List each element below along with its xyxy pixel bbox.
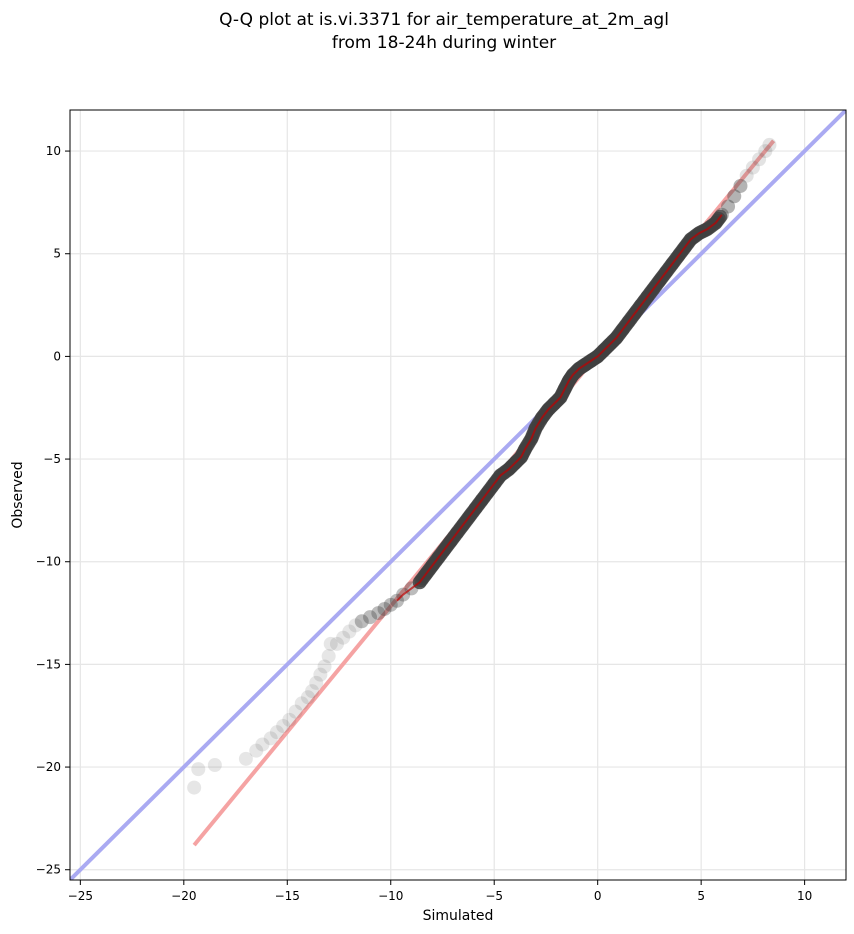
quantile-point (191, 762, 206, 777)
y-tick-label: −15 (36, 657, 61, 671)
fit-line-core (396, 214, 723, 602)
x-tick-label: 0 (594, 889, 602, 903)
identity-line (70, 110, 846, 880)
quantile-point (276, 719, 291, 733)
y-tick-label: −25 (36, 863, 61, 877)
quantile-point (263, 731, 278, 746)
x-tick-label: 10 (797, 889, 812, 903)
x-tick-label: −20 (171, 889, 196, 903)
quantile-point (321, 649, 336, 664)
y-axis-label: Observed (10, 461, 26, 528)
quantile-point (371, 606, 386, 621)
quantile-point (187, 780, 202, 795)
quantile-point (383, 597, 398, 612)
quantile-point (282, 712, 297, 727)
quantile-point (317, 659, 332, 674)
quantile-point (733, 178, 748, 193)
quantile-point (249, 743, 264, 758)
quantile-point (309, 675, 324, 690)
quantile-point (758, 144, 773, 159)
x-tick-label: −25 (68, 889, 93, 903)
quantile-point (377, 601, 392, 616)
x-axis-ticks: −25 −20 −15 −10 −5 0 5 10 (68, 880, 812, 903)
x-tick-label: −15 (275, 889, 300, 903)
quantile-point (348, 618, 363, 633)
chart-title-line-2: from 18-24h during winter (332, 33, 556, 53)
y-tick-label: 0 (53, 349, 61, 363)
quantile-point (238, 751, 253, 766)
x-tick-label: 5 (697, 889, 705, 903)
y-tick-label: −20 (36, 760, 61, 774)
quantile-point (752, 152, 767, 167)
quantile-point (762, 137, 777, 152)
y-tick-label: −10 (36, 555, 61, 569)
quantile-point (313, 667, 328, 682)
quantile-point (300, 690, 315, 705)
quantile-point (336, 630, 351, 645)
y-tick-label: 10 (46, 144, 61, 158)
quantile-point (305, 684, 320, 699)
plot-area-frame (69, 109, 847, 881)
y-tick-label: −5 (43, 452, 61, 466)
quantile-point (207, 758, 222, 773)
quantile-point (329, 636, 344, 651)
quantile-point (745, 160, 760, 175)
quantile-point (363, 610, 378, 625)
x-tick-label: −10 (378, 889, 403, 903)
chart-title-line-1: Q-Q plot at is.vi.3371 for air_temperatu… (219, 10, 669, 30)
x-axis-label: Simulated (423, 908, 494, 924)
y-axis-ticks: −25 −20 −15 −10 −5 0 5 10 (36, 144, 70, 877)
quantile-point (288, 704, 303, 719)
quantile-point (721, 199, 736, 214)
y-tick-label: 5 (53, 247, 61, 261)
quantile-point (294, 696, 309, 711)
x-tick-label: −5 (485, 889, 503, 903)
quantile-point (354, 614, 369, 629)
quantile-point (342, 624, 357, 639)
quantile-point (727, 189, 742, 204)
quantile-point (739, 168, 754, 183)
quantile-point (269, 725, 284, 740)
quantile-point (323, 636, 338, 651)
quantile-point (255, 737, 270, 752)
y-gridlines (70, 150, 846, 871)
